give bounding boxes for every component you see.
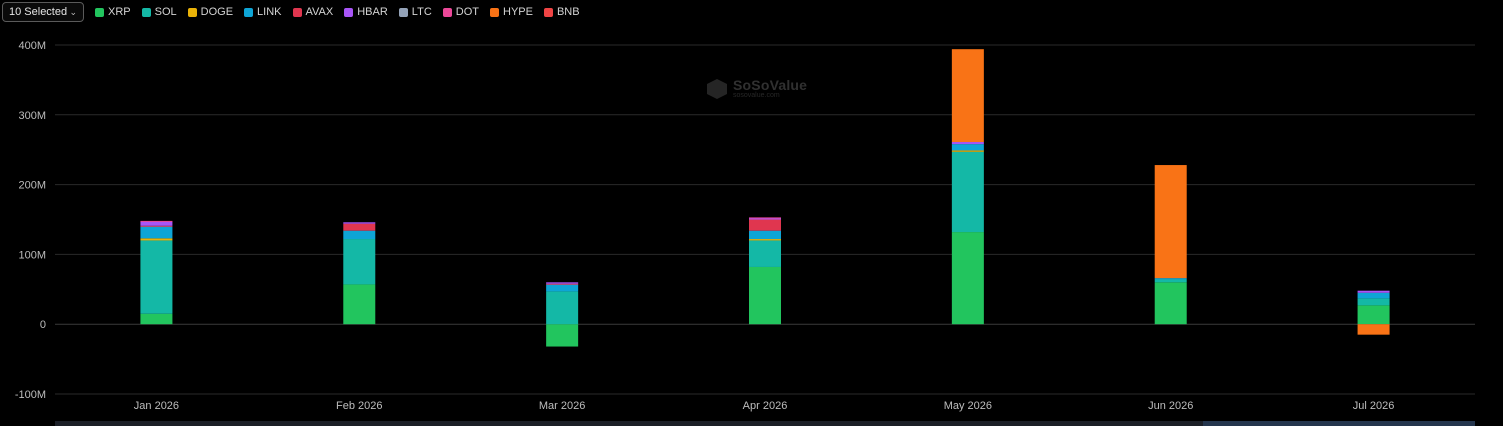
bar-segment-link bbox=[749, 230, 781, 240]
bar-segment-dot bbox=[749, 217, 781, 219]
watermark-title: SoSoValue bbox=[733, 77, 808, 93]
legend-item-doge[interactable]: DOGE bbox=[187, 6, 234, 18]
bar-segment-xrp bbox=[140, 313, 173, 325]
legend-swatch bbox=[244, 7, 254, 17]
bar-segment-sol bbox=[546, 291, 579, 325]
legend-swatch bbox=[442, 7, 452, 17]
x-tick-label: Jan 2026 bbox=[134, 400, 179, 412]
legend-swatch bbox=[398, 7, 408, 17]
bar-segment-hbar bbox=[140, 221, 173, 226]
bar-segment-link bbox=[546, 284, 579, 292]
asset-selector-label: 10 Selected bbox=[9, 6, 68, 18]
y-tick-label: 300M bbox=[18, 110, 46, 122]
legend-label: HYPE bbox=[503, 6, 533, 18]
bar-segment-hype bbox=[1154, 165, 1187, 279]
watermark-subtitle: sosovalue.com bbox=[733, 92, 780, 99]
bar-segment-sol bbox=[1357, 298, 1390, 306]
x-tick-label: Apr 2026 bbox=[743, 400, 788, 412]
legend-swatch bbox=[344, 7, 354, 17]
chevron-down-icon: ⌄ bbox=[69, 6, 77, 17]
bar-segment-sol bbox=[951, 151, 984, 233]
bar-segment-hbar bbox=[749, 218, 781, 220]
legend-label: BNB bbox=[556, 6, 580, 18]
bar-segment-link bbox=[1357, 292, 1390, 299]
chart-legend: XRP SOL DOGE LINK AVAX HBAR LTC DOT HYPE BNB bbox=[95, 6, 591, 18]
legend-item-ltc[interactable]: LTC bbox=[398, 6, 432, 18]
x-tick-label: Mar 2026 bbox=[539, 400, 585, 412]
bar-segment-link bbox=[343, 230, 376, 240]
chart-scrollbar[interactable] bbox=[55, 421, 1475, 426]
legend-item-link[interactable]: LINK bbox=[244, 6, 282, 18]
bar-segment-hbar bbox=[951, 142, 984, 145]
bar-segment-hype bbox=[1357, 324, 1390, 335]
bar-segment-dot bbox=[140, 220, 173, 222]
x-tick-label: Feb 2026 bbox=[336, 400, 382, 412]
y-tick-label: 100M bbox=[18, 249, 46, 261]
legend-item-sol[interactable]: SOL bbox=[141, 6, 177, 18]
legend-label: HBAR bbox=[357, 6, 388, 18]
legend-label: DOT bbox=[455, 6, 479, 18]
bar-segment-link bbox=[1154, 278, 1187, 280]
legend-label: AVAX bbox=[305, 6, 334, 18]
y-tick-label: 200M bbox=[18, 180, 46, 192]
bar-segment-xrp bbox=[1357, 305, 1390, 325]
y-tick-label: 400M bbox=[18, 40, 46, 52]
legend-swatch bbox=[292, 7, 302, 17]
legend-label: XRP bbox=[108, 6, 131, 18]
x-tick-label: May 2026 bbox=[944, 400, 992, 412]
watermark: SoSoValue sosovalue.com bbox=[707, 78, 807, 100]
bar-segment-sol bbox=[343, 239, 376, 285]
bar-segment-hbar bbox=[546, 282, 579, 284]
bar-segment-hbar bbox=[1357, 290, 1390, 293]
bar-segment-avax bbox=[343, 223, 376, 231]
bar-segment-avax bbox=[749, 219, 781, 231]
legend-item-hbar[interactable]: HBAR bbox=[344, 6, 388, 18]
bar-segment-hype bbox=[951, 49, 984, 143]
bar-segment-sol bbox=[1154, 279, 1187, 283]
legend-item-bnb[interactable]: BNB bbox=[543, 6, 580, 18]
bar-segment-doge bbox=[140, 238, 173, 241]
legend-swatch bbox=[543, 7, 553, 17]
legend-label: LTC bbox=[411, 6, 432, 18]
bar-segment-xrp bbox=[1154, 282, 1187, 325]
bar-segment-avax bbox=[140, 225, 173, 227]
sosovalue-logo-icon bbox=[707, 79, 727, 99]
bar-segment-xrp bbox=[951, 232, 984, 325]
legend-item-dot[interactable]: DOT bbox=[442, 6, 479, 18]
bar-segment-sol bbox=[749, 240, 781, 267]
legend-label: DOGE bbox=[200, 6, 234, 18]
legend-item-hype[interactable]: HYPE bbox=[490, 6, 533, 18]
legend-label: SOL bbox=[154, 6, 177, 18]
bar-segment-link bbox=[951, 144, 984, 151]
legend-swatch bbox=[187, 7, 197, 17]
bar-segment-link bbox=[140, 226, 173, 239]
bar-segment-xrp bbox=[749, 266, 781, 325]
legend-label: LINK bbox=[257, 6, 282, 18]
y-tick-label: 0 bbox=[40, 319, 46, 331]
bar-segment-xrp bbox=[343, 284, 376, 325]
legend-swatch bbox=[95, 7, 104, 17]
x-tick-label: Jun 2026 bbox=[1148, 400, 1193, 412]
y-tick-label: -100M bbox=[15, 389, 46, 401]
legend-swatch bbox=[490, 7, 499, 17]
stacked-bar-chart: 400M 300M 200M 100M 0 -100M Jan 2026 Feb 2026 Ma… bbox=[15, 40, 1475, 412]
legend-swatch bbox=[141, 7, 151, 17]
bar-segment-sol bbox=[140, 240, 173, 314]
toolbar: 10 Selected ⌄ XRP SOL DOGE LINK AVAX HBAR LTC D… bbox=[0, 0, 1503, 24]
chart-scrollbar-thumb[interactable] bbox=[1203, 421, 1475, 426]
legend-item-xrp[interactable]: XRP bbox=[95, 6, 131, 18]
legend-item-avax[interactable]: AVAX bbox=[292, 6, 334, 18]
bar-segment-hbar bbox=[343, 222, 376, 224]
bar-segment-xrp bbox=[546, 324, 579, 347]
asset-selector-dropdown[interactable]: 10 Selected ⌄ bbox=[2, 2, 84, 22]
bar-segment-doge bbox=[951, 150, 984, 152]
x-tick-label: Jul 2026 bbox=[1353, 400, 1395, 412]
bar-segment-doge bbox=[749, 239, 781, 241]
bar-segment-avax bbox=[546, 283, 579, 285]
